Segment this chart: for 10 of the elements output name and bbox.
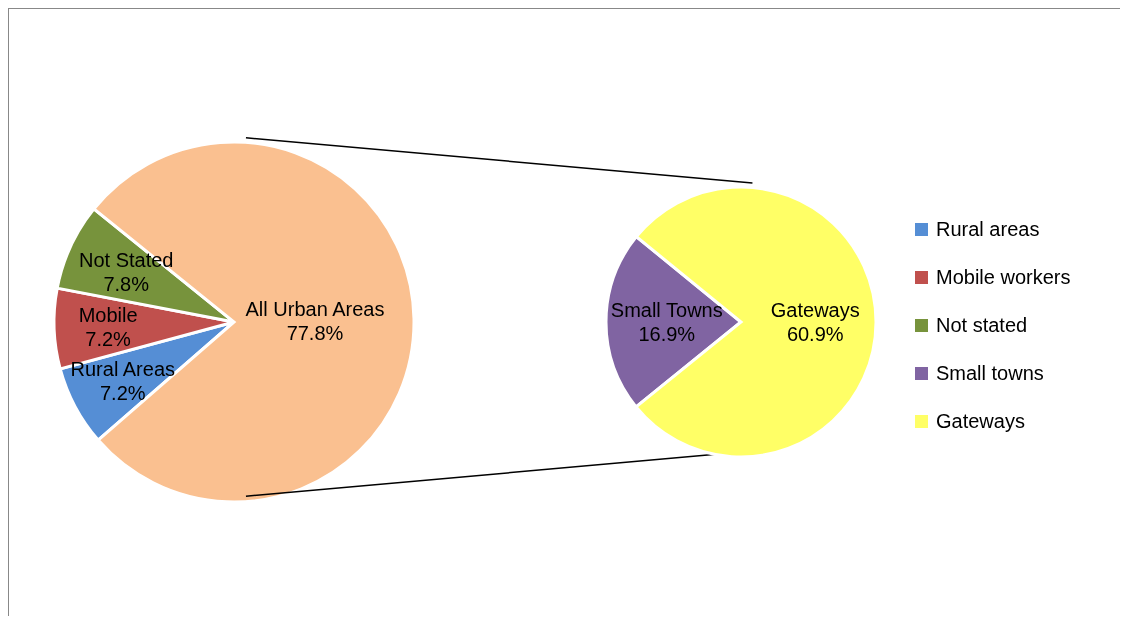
data-label: Rural Areas 7.2% (70, 358, 176, 405)
legend-label: Not stated (936, 313, 1028, 337)
data-label: Small Towns 16.9% (610, 298, 723, 345)
legend-label: Small towns (936, 361, 1044, 385)
data-label: Mobile 7.2% (78, 303, 138, 350)
legend-label: Gateways (936, 409, 1025, 433)
legend-label: Rural areas (936, 217, 1040, 241)
data-label: All Urban Areas 77.8% (245, 297, 385, 344)
data-label: Gateways 60.9% (770, 299, 860, 346)
legend-label: Mobile workers (936, 265, 1071, 289)
